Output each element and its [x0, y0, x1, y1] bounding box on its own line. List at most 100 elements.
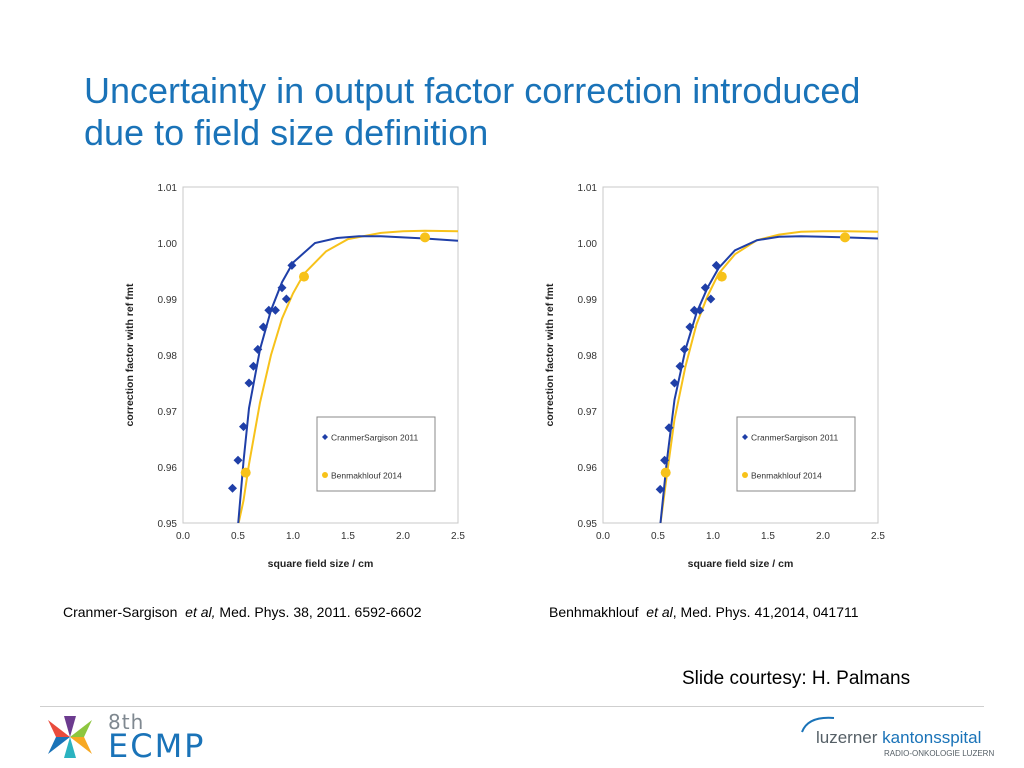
- chart-left-ytick-label: 1.00: [158, 239, 178, 250]
- chart-left-point-circle: [299, 271, 309, 282]
- chart-right-ytick-label: 0.97: [578, 407, 598, 418]
- chart-right: 0.95 0.96 0.97 0.98 0.99 1.00 1.01 0.0 0.5 1.0 1.5…: [540, 170, 885, 580]
- chart-right-point-diamond: [675, 361, 685, 371]
- chart-left-y-axis-label: correction factor with ref fmt: [124, 283, 136, 426]
- luks-name-part1: luzerner: [816, 728, 878, 747]
- luks-subtitle: RADIO-ONKOLOGIE LUZERN: [884, 749, 995, 758]
- chart-right-legend-marker: [742, 472, 748, 478]
- chart-left-xtick-label: 1.5: [341, 531, 355, 542]
- chart-left-legend-box: [316, 416, 436, 492]
- chart-left-xtick-label: 2.5: [451, 531, 465, 542]
- chart-left-ytick-label: 0.96: [158, 463, 178, 474]
- chart-left-point-diamond: [228, 483, 237, 493]
- chart-right-fit-line-1: [659, 230, 878, 523]
- chart-left-point-diamond: [244, 378, 254, 388]
- slide-title: Uncertainty in output factor correction …: [84, 70, 984, 154]
- chart-right-point-diamond: [685, 322, 695, 332]
- chart-left-point-diamond: [287, 260, 297, 270]
- slide-title-line2: due to field size definition: [84, 112, 489, 153]
- chart-right-point-circle: [716, 271, 727, 282]
- chart-right-ytick-label: 0.96: [578, 463, 598, 474]
- chart-right-point-circle: [840, 232, 850, 243]
- chart-right-ytick-label: 0.99: [578, 295, 598, 306]
- luks-logo: luzerner kantonsspital RADIO-ONKOLOGIE L…: [790, 712, 994, 764]
- chart-right-point-diamond: [664, 423, 674, 433]
- chart-left-point-circle: [240, 467, 251, 478]
- chart-right-xtick-label: 1.5: [761, 531, 775, 542]
- caption-left-ref: Med. Phys. 38, 2011. 6592-6602: [219, 604, 422, 620]
- chart-left-point-diamond: [281, 294, 291, 304]
- chart-left-fit-line-0: [237, 235, 458, 523]
- luks-arc-icon: [801, 716, 835, 733]
- chart-right-legend-label: CranmerSargison 2011: [751, 433, 839, 443]
- chart-right-xtick-label: 0.5: [651, 531, 665, 542]
- chart-left-point-diamond: [270, 305, 280, 315]
- chart-right-point-diamond: [660, 455, 670, 465]
- chart-left-ytick-label: 0.97: [158, 407, 178, 418]
- chart-right-ytick-label: 1.00: [578, 239, 598, 250]
- ecmp-logo: 8th ECMP: [40, 710, 250, 765]
- chart-left-point-diamond: [248, 361, 258, 371]
- chart-right-fit-line-0: [659, 235, 878, 523]
- footer-divider: [40, 706, 984, 707]
- chart-left-ytick-label: 0.99: [158, 295, 178, 306]
- chart-right-point-diamond: [679, 344, 689, 354]
- chart-right-legend-marker: [742, 434, 748, 440]
- chart-left-point-diamond: [277, 283, 287, 293]
- chart-right-point-diamond: [689, 305, 699, 315]
- caption-left-etal: et al,: [185, 604, 216, 620]
- slide-title-line1: Uncertainty in output factor correction …: [84, 70, 861, 111]
- chart-left-point-diamond: [264, 305, 274, 315]
- ecmp-wordmark: ECMP: [108, 727, 206, 765]
- chart-left-ytick-label: 0.95: [158, 519, 178, 530]
- chart-right-point-circle: [660, 467, 671, 478]
- caption-left-author: Cranmer-Sargison: [63, 604, 178, 620]
- chart-right-point-diamond: [700, 283, 710, 293]
- caption-right-etal: et al: [646, 604, 673, 620]
- chart-left-ytick-label: 0.98: [158, 351, 178, 362]
- chart-right-point-diamond: [670, 378, 679, 388]
- chart-left-legend-label: CranmerSargison 2011: [331, 433, 419, 443]
- chart-left-point-diamond: [239, 422, 248, 432]
- chart-left-xtick-label: 1.0: [286, 531, 300, 542]
- chart-left-legend-marker: [322, 472, 328, 478]
- chart-right-xtick-label: 1.0: [706, 531, 720, 542]
- caption-right: Benhmakhlouf et al, Med. Phys. 41,2014, …: [549, 604, 859, 620]
- chart-right-legend-label: Benmakhlouf 2014: [751, 471, 822, 481]
- chart-right-legend-box: [736, 416, 856, 492]
- chart-left-x-axis-label: square field size / cm: [268, 558, 374, 570]
- chart-left-point-diamond: [233, 455, 243, 465]
- chart-left-point-diamond: [253, 344, 263, 354]
- luks-wordmark: luzerner kantonsspital: [816, 728, 981, 748]
- chart-left-xtick-label: 2.0: [396, 531, 410, 542]
- caption-left: Cranmer-Sargison et al, Med. Phys. 38, 2…: [63, 604, 422, 620]
- chart-left-legend-label: Benmakhlouf 2014: [331, 471, 402, 481]
- chart-right-ytick-label: 1.01: [578, 183, 598, 194]
- chart-right-point-diamond: [655, 484, 665, 494]
- slide-credit: Slide courtesy: H. Palmans: [682, 668, 911, 689]
- chart-right-point-diamond: [706, 294, 716, 304]
- chart-right-xtick-label: 2.0: [816, 531, 830, 542]
- chart-left: 0.95 0.96 0.97 0.98 0.99 1.00 1.01 0.0 0.5 1.0 1.5…: [120, 170, 465, 580]
- chart-left-legend-marker: [322, 434, 328, 440]
- chart-left-xtick-label: 0.5: [231, 531, 245, 542]
- chart-right-point-diamond: [695, 305, 705, 315]
- caption-right-ref: , Med. Phys. 41,2014, 041711: [672, 604, 859, 620]
- ecmp-star-icon: [48, 716, 92, 758]
- chart-right-xtick-label: 0.0: [596, 531, 610, 542]
- chart-left-point-circle: [420, 232, 430, 243]
- chart-left-point-diamond: [258, 322, 268, 332]
- luks-name-part2: kantonsspital: [882, 728, 982, 747]
- chart-right-x-axis-label: square field size / cm: [688, 558, 794, 570]
- ecmp-edition: 8th: [108, 710, 145, 734]
- chart-right-y-axis-label: correction factor with ref fmt: [544, 283, 556, 426]
- chart-right-ytick-label: 0.95: [578, 519, 598, 530]
- chart-left-ytick-label: 1.01: [158, 183, 178, 194]
- chart-right-point-diamond: [711, 260, 721, 270]
- chart-right-ytick-label: 0.98: [578, 351, 598, 362]
- caption-right-author: Benhmakhlouf: [549, 604, 639, 620]
- chart-left-xtick-label: 0.0: [176, 531, 190, 542]
- chart-right-xtick-label: 2.5: [871, 531, 885, 542]
- chart-left-fit-line-1: [237, 229, 458, 523]
- chart-left-svg: 0.95 0.96 0.97 0.98 0.99 1.00 1.01 0.0 0.5 1.0 1.5…: [124, 183, 465, 570]
